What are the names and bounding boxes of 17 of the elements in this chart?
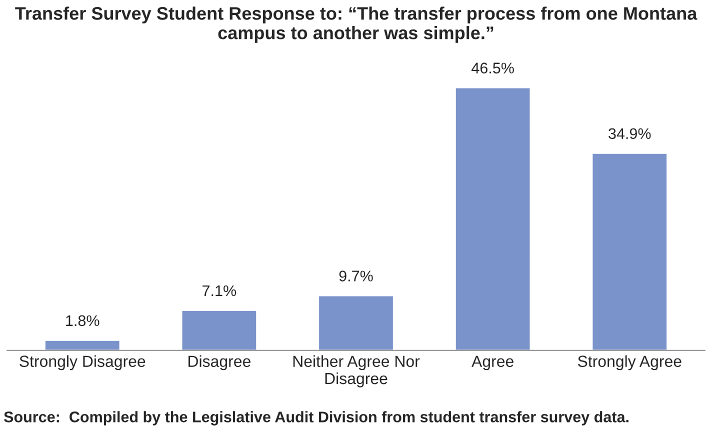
bar	[180, 310, 258, 350]
bar	[591, 152, 668, 350]
data-label: 7.1%	[202, 285, 236, 296]
data-label: 1.8%	[66, 315, 100, 326]
x-tick-label: Disagree	[188, 355, 250, 370]
bar	[454, 86, 532, 350]
chart-title: Transfer Survey Student Response to: “The transfer process from one Montana campus to another was simple.”	[15, 6, 698, 43]
source-note: Source: Compiled by the Legislative Audit Division from student transfer survey data.	[4, 411, 628, 426]
data-label: 46.5%	[472, 62, 514, 74]
x-tick-label: Neither Agree Nor Disagree	[293, 355, 420, 388]
bar	[44, 340, 121, 350]
x-tick-label: Agree	[472, 356, 514, 370]
x-tick-label: Strongly Agree	[578, 355, 682, 370]
bar	[318, 294, 394, 350]
data-label: 9.7%	[339, 270, 373, 282]
data-label: 34.9%	[608, 128, 651, 140]
x-tick-label: Strongly Disagree	[20, 355, 146, 370]
